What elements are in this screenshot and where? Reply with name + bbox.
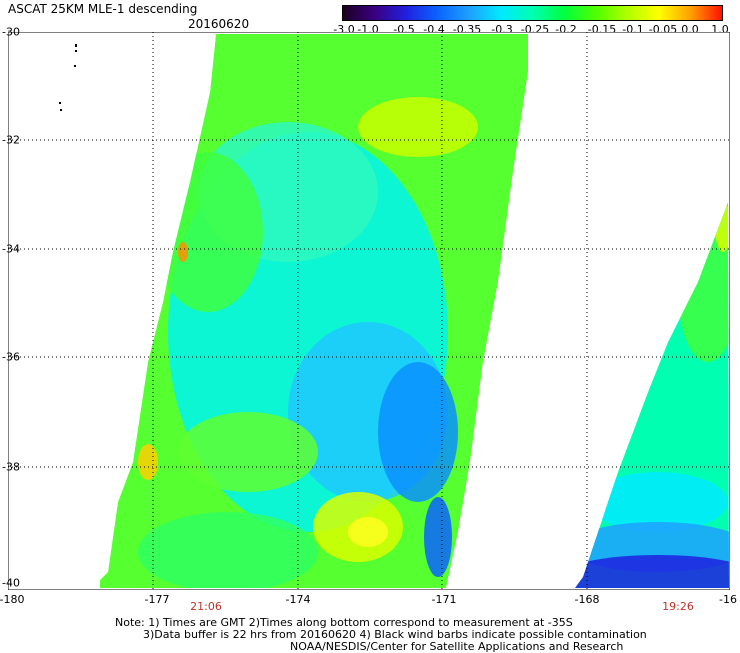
y-tick-label: -38 [2, 460, 20, 474]
map-plot [8, 32, 730, 590]
swath-west [100, 34, 528, 588]
swath-patch [588, 472, 728, 532]
colorbar-gradient [343, 6, 722, 20]
x-tick-label: -168 [574, 593, 600, 606]
x-tick-label: -16 [719, 593, 737, 606]
note-line-2: 3)Data buffer is 22 hrs from 20160620 4)… [143, 628, 647, 641]
x-tick-label: -177 [144, 593, 170, 606]
swath-patch [358, 97, 478, 157]
y-tick-label: -30 [2, 25, 20, 39]
land-speck [74, 65, 76, 67]
swath-time-label: 19:26 [662, 600, 694, 613]
y-tick-label: -40 [2, 576, 20, 590]
land-speck [75, 50, 77, 52]
swath-patch [575, 555, 729, 588]
y-tick-label: -32 [2, 133, 20, 147]
x-tick-label: -174 [285, 593, 311, 606]
swath-patch [424, 497, 452, 577]
y-tick-label: -34 [2, 242, 20, 256]
note-line-3: NOAA/NESDIS/Center for Satellite Applica… [290, 640, 624, 653]
land-speck [60, 109, 62, 111]
y-tick-label: -36 [2, 350, 20, 364]
swath-patch [378, 362, 458, 502]
swath-time-label: 21:06 [190, 600, 222, 613]
chart-date: 20160620 [188, 17, 250, 31]
chart-title: ASCAT 25KM MLE-1 descending [8, 2, 198, 16]
note-line-1: Note: 1) Times are GMT 2)Times along bot… [115, 616, 573, 629]
x-tick-label: -171 [431, 593, 457, 606]
swath-patch [348, 517, 388, 547]
swath-patch [138, 512, 318, 588]
land-speck [59, 102, 61, 104]
colorbar [342, 5, 723, 21]
swath-patch [138, 444, 158, 480]
swath-patch [178, 412, 318, 492]
x-tick-label: -180 [0, 593, 25, 606]
swath-patch [178, 242, 188, 262]
grid-lines [8, 32, 730, 590]
swath-east [575, 202, 729, 588]
land-specks [59, 44, 77, 111]
land-speck [75, 44, 77, 47]
